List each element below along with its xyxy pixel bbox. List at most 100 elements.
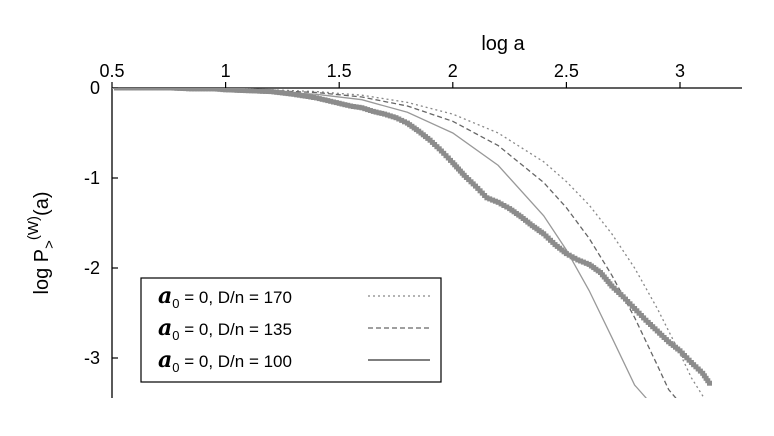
x-tick-label: 1.5 — [327, 61, 352, 81]
empirical-point — [265, 89, 271, 94]
empirical-point — [495, 199, 501, 205]
empirical-point — [152, 88, 158, 91]
empirical-point — [132, 88, 138, 91]
empirical-point — [336, 100, 342, 106]
empirical-point — [251, 88, 257, 94]
empirical-point — [563, 251, 569, 257]
legend-entry-3: a0 = 0, D/n = 100 — [158, 347, 292, 375]
empirical-point — [498, 201, 504, 207]
empirical-point — [359, 105, 365, 111]
empirical-point — [308, 94, 314, 100]
x-tick-label: 2 — [448, 61, 458, 81]
empirical-point — [356, 104, 362, 110]
empirical-point — [504, 204, 510, 210]
empirical-point — [490, 197, 496, 203]
empirical-point — [211, 88, 217, 92]
empirical-point — [268, 89, 274, 95]
empirical-point — [203, 88, 209, 92]
y-axis-title-main: log P — [31, 249, 53, 295]
empirical-point — [171, 88, 177, 91]
y-tick-label: -1 — [84, 168, 100, 188]
y-tick-label: -2 — [84, 258, 100, 278]
empirical-point — [168, 88, 174, 91]
empirical-point — [314, 95, 319, 101]
empirical-point — [373, 109, 379, 115]
empirical-point — [189, 88, 194, 92]
empirical-point — [260, 88, 265, 94]
empirical-point — [208, 88, 214, 92]
y-axis-title-sup: (W) — [25, 216, 42, 240]
empirical-point — [154, 88, 160, 91]
empirical-point — [376, 110, 382, 116]
empirical-point — [396, 116, 402, 122]
empirical-point — [291, 91, 297, 97]
empirical-point — [279, 90, 285, 96]
empirical-point — [186, 88, 192, 92]
empirical-point — [225, 88, 231, 93]
empirical-point — [223, 88, 229, 93]
empirical-point — [234, 88, 240, 93]
empirical-point — [262, 88, 268, 94]
empirical-point — [345, 102, 351, 108]
empirical-point — [492, 198, 498, 204]
empirical-point — [484, 195, 490, 201]
x-tick-label: 1 — [221, 61, 231, 81]
y-tick-label: 0 — [90, 78, 100, 98]
empirical-point — [217, 88, 223, 92]
empirical-point — [362, 106, 368, 112]
y-axis-title-sub: > — [41, 240, 58, 249]
empirical-points — [114, 88, 712, 386]
empirical-point — [305, 94, 311, 99]
x-axis-title: log a — [481, 33, 525, 55]
empirical-point — [274, 89, 280, 95]
empirical-point — [146, 88, 152, 91]
empirical-point — [311, 95, 317, 100]
empirical-point — [365, 107, 371, 113]
x-axis: 0.5 1 1.5 2 2.5 3 — [99, 61, 742, 89]
empirical-point — [165, 88, 171, 91]
empirical-point — [299, 93, 305, 99]
empirical-point — [285, 91, 291, 97]
empirical-point — [237, 88, 243, 93]
empirical-point — [331, 99, 336, 105]
legend-box — [140, 277, 442, 383]
empirical-point — [257, 88, 263, 94]
empirical-point — [333, 100, 339, 106]
model-curve-1 — [112, 88, 706, 398]
empirical-point — [348, 103, 354, 109]
plot-area — [112, 88, 712, 398]
empirical-point — [271, 89, 277, 95]
empirical-point — [248, 88, 254, 94]
empirical-point — [282, 90, 288, 96]
empirical-point — [367, 108, 373, 113]
empirical-point — [200, 88, 206, 92]
empirical-point — [294, 92, 300, 98]
empirical-point — [342, 102, 348, 108]
empirical-point — [214, 88, 220, 92]
empirical-point — [228, 88, 234, 93]
empirical-point — [578, 258, 584, 264]
empirical-point — [399, 117, 405, 123]
y-tick-label: -3 — [84, 348, 100, 368]
empirical-point — [319, 96, 325, 102]
empirical-point — [393, 115, 399, 121]
x-tick-label: 2.5 — [554, 61, 579, 81]
empirical-point — [174, 88, 180, 91]
empirical-point — [240, 88, 246, 93]
y-axis-title-tail: (a) — [31, 192, 53, 216]
empirical-point — [206, 88, 212, 92]
empirical-point — [143, 88, 149, 91]
empirical-point — [370, 108, 376, 114]
empirical-point — [194, 88, 200, 92]
empirical-point — [328, 98, 334, 104]
x-tick-label: 3 — [675, 61, 685, 81]
empirical-point — [137, 88, 143, 91]
empirical-point — [191, 88, 197, 92]
empirical-point — [382, 111, 388, 117]
empirical-point — [580, 259, 586, 265]
empirical-point — [402, 119, 407, 125]
empirical-point — [245, 88, 251, 94]
empirical-point — [114, 88, 119, 91]
empirical-point — [277, 90, 283, 96]
